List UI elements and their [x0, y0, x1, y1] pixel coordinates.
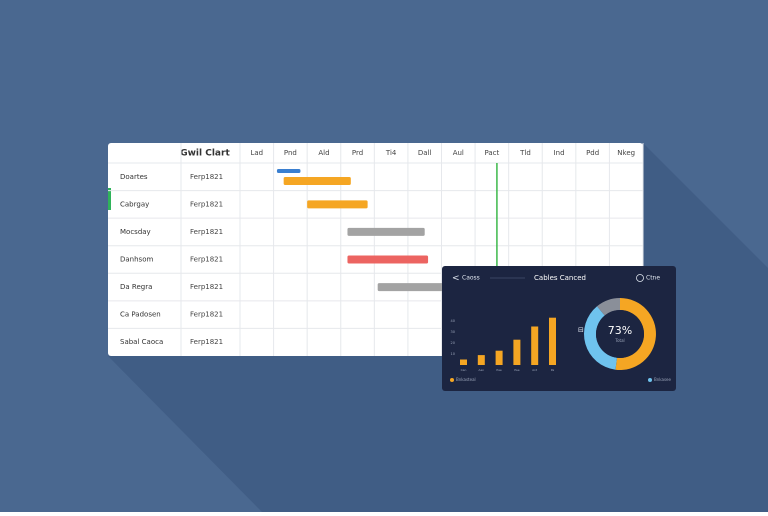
row-name: Ca Padosen — [120, 311, 161, 319]
task-bar — [347, 255, 429, 264]
task-bar — [276, 169, 301, 173]
column-label: Nkeg — [617, 149, 635, 157]
task-bar — [307, 200, 368, 209]
bar — [460, 359, 467, 365]
x-tick-label: Pae — [514, 368, 520, 372]
column-label: Prd — [352, 149, 363, 157]
x-tick-label: Pa — [551, 368, 555, 372]
legend-label: Bnkasteal — [456, 377, 476, 382]
bar — [477, 355, 485, 365]
y-tick-label: 10 — [451, 352, 455, 356]
donut-segment — [615, 298, 656, 370]
donut-hole — [596, 310, 644, 358]
bar — [513, 339, 521, 365]
legend-label: Bnkasee — [654, 377, 672, 382]
row-id: Ferp1821 — [190, 338, 223, 346]
row-id: Ferp1821 — [190, 256, 223, 264]
task-bar — [347, 227, 425, 236]
column-label: Pact — [484, 149, 499, 157]
x-tick-label: Ard — [532, 368, 537, 372]
panel-title: Cables Canced — [534, 274, 586, 282]
column-label: Ti4 — [385, 149, 397, 157]
row-id: Ferp1821 — [190, 200, 223, 208]
column-label: Tld — [519, 149, 531, 157]
row-id: Ferp1821 — [190, 283, 223, 291]
row-accent — [108, 188, 111, 210]
task-bar — [283, 177, 351, 185]
row-name: Sabal Caoca — [120, 338, 163, 346]
action-label[interactable]: Ctne — [646, 275, 660, 282]
task-bar — [377, 283, 445, 292]
y-tick-label: 30 — [451, 330, 455, 334]
info-icon[interactable] — [636, 274, 644, 282]
donut-segment — [583, 306, 617, 370]
x-tick-label: Pae — [496, 368, 502, 372]
legend-swatch — [450, 378, 454, 382]
legend-swatch — [648, 378, 652, 382]
row-name: Mocsday — [120, 228, 151, 236]
row-name: Danhsom — [120, 256, 153, 264]
donut-sub: Total — [614, 338, 624, 343]
back-label[interactable]: Caoss — [462, 275, 480, 282]
column-label: Ald — [318, 149, 329, 157]
row-name: Da Regra — [120, 283, 152, 291]
bar — [549, 317, 556, 365]
column-label: Dall — [418, 149, 432, 157]
donut-segment — [597, 298, 620, 316]
chart-icon[interactable]: ⊟ — [578, 326, 584, 334]
x-tick-label: Can — [461, 368, 467, 372]
row-id: Ferp1821 — [190, 311, 223, 319]
gantt-title: Gwil Clart — [180, 149, 230, 159]
column-label: Lad — [250, 149, 263, 157]
y-tick-label: 40 — [451, 319, 455, 323]
back-icon[interactable]: < — [452, 274, 460, 284]
column-label: Ind — [554, 149, 565, 157]
bar — [495, 350, 503, 365]
column-label: Pnd — [284, 149, 297, 157]
y-tick-label: 20 — [451, 341, 455, 345]
row-id: Ferp1821 — [190, 173, 223, 181]
row-name: Doartes — [120, 173, 148, 181]
column-label: Aul — [453, 149, 464, 157]
row-id: Ferp1821 — [190, 228, 223, 236]
column-label: Pdd — [586, 149, 599, 157]
x-tick-label: Aan — [478, 368, 484, 372]
bar — [531, 326, 539, 365]
row-name: Cabrgay — [120, 200, 149, 208]
donut-center: 73% — [608, 324, 632, 337]
